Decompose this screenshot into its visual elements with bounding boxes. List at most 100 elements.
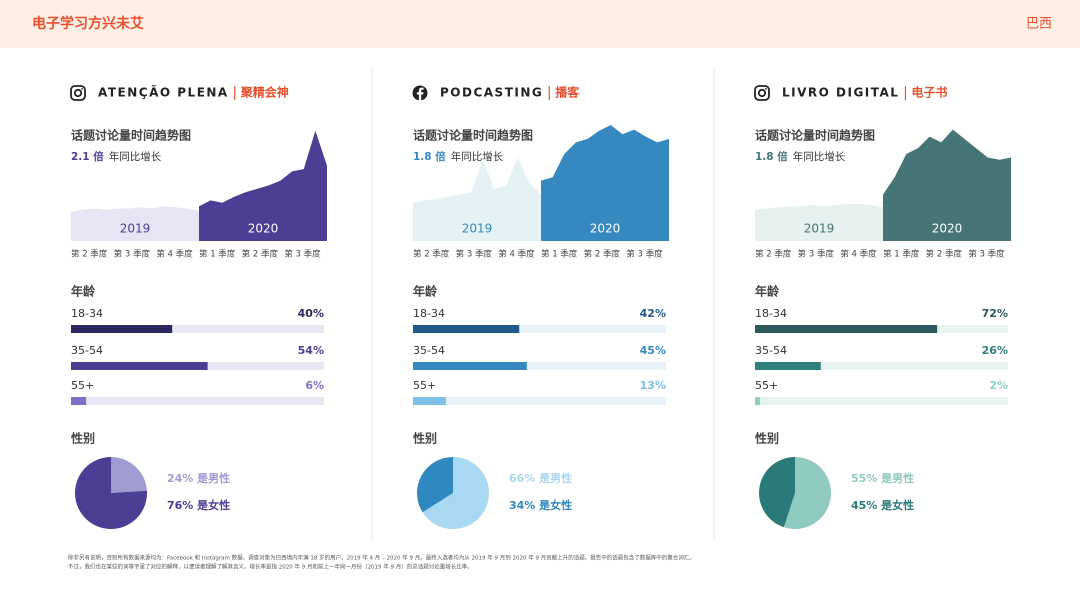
pie-label: 66% 是男性 (509, 471, 572, 485)
pie-label: 76% 是女性 (167, 498, 230, 512)
growth-label: 年同比增长 (451, 150, 504, 163)
icon-dot (765, 88, 767, 90)
value-label: 72% (982, 307, 1008, 320)
bar (413, 362, 527, 370)
header-bar (0, 0, 1080, 48)
chart-title: 话题讨论量时间趋势图 (71, 128, 191, 143)
x-tick-label: 第 4 季度 (156, 249, 193, 260)
value-label: 6% (305, 379, 324, 392)
bar-track (755, 362, 1008, 370)
x-tick-label: 第 3 季度 (798, 249, 835, 260)
x-tick-label: 第 3 季度 (114, 249, 151, 260)
value-label: 13% (640, 379, 666, 392)
panel-title-zh: 播客 (555, 85, 580, 100)
icon-frame (754, 85, 770, 101)
growth-label: 年同比增长 (793, 150, 846, 163)
category-label: 18-34 (71, 307, 103, 320)
icon-frame (70, 85, 86, 101)
value-label: 26% (982, 344, 1008, 357)
panel-title: PODCASTING (440, 86, 543, 100)
chart-title: 性别 (412, 431, 437, 446)
chart-title: 年龄 (413, 284, 438, 299)
bar-track (71, 397, 324, 405)
growth-label: 年同比增长 (109, 150, 162, 163)
area (541, 125, 669, 241)
bar (413, 397, 446, 405)
value-label: 40% (298, 307, 324, 320)
bar (413, 325, 520, 333)
pie-label: 24% 是男性 (167, 471, 230, 485)
panel-title: ATENÇÃO PLENA (98, 85, 229, 100)
area (199, 130, 327, 241)
category-label: 55+ (755, 379, 778, 392)
bar (71, 362, 208, 370)
area (413, 157, 541, 241)
value-label: 42% (640, 307, 666, 320)
growth: 1.8 倍 (413, 150, 446, 163)
bar (71, 325, 173, 333)
icon-f (416, 87, 424, 101)
value-label: 54% (298, 344, 324, 357)
pie-label: 55% 是男性 (851, 471, 914, 485)
panel-title-zh: 电子书 (911, 85, 947, 100)
chart-title: 性别 (754, 431, 779, 446)
icon-dot (81, 88, 83, 90)
year-label: 2020 (932, 222, 963, 236)
x-tick-label: 第 2 季度 (71, 249, 108, 260)
chart-title: 年龄 (755, 284, 780, 299)
x-tick-label: 第 2 季度 (413, 249, 450, 260)
area (883, 129, 1011, 241)
bar (755, 325, 938, 333)
chart-title: 性别 (70, 431, 95, 446)
bar (755, 362, 821, 370)
pie-label: 45% 是女性 (851, 498, 914, 512)
bar-track (413, 325, 666, 333)
x-tick-label: 第 3 季度 (456, 249, 493, 260)
category-label: 55+ (71, 379, 94, 392)
chart-title: 年龄 (71, 284, 96, 299)
x-tick-label: 第 1 季度 (541, 249, 578, 260)
footnote: 除非另有说明，否则所有数据来源均为：Facebook 和 Instagram 数… (68, 554, 695, 562)
footnote: 不过，我们也在某些的词等字里了对应的解释，以便读者理解了解其含义。增长率是指 2… (68, 563, 473, 571)
category-label: 18-34 (755, 307, 787, 320)
category-label: 35-54 (71, 344, 103, 357)
x-tick-label: 第 2 季度 (584, 249, 621, 260)
pie-slice (416, 457, 453, 513)
area (755, 203, 883, 241)
pie-slice (74, 457, 147, 530)
chart-title: 话题讨论量时间趋势图 (755, 128, 875, 143)
category-label: 35-54 (413, 344, 445, 357)
x-tick-label: 第 3 季度 (284, 249, 321, 260)
header-title: 电子学习方兴未艾 (32, 15, 144, 32)
pie-slice (783, 457, 831, 529)
pie-slice (759, 457, 795, 528)
bar (755, 397, 761, 405)
x-tick-label: 第 4 季度 (498, 249, 535, 260)
platform-icon (70, 85, 86, 101)
platform-icon (412, 85, 428, 101)
year-label: 2019 (462, 222, 493, 236)
x-tick-label: 第 2 季度 (242, 249, 279, 260)
panel-title-zh: 聚精会神 (240, 85, 289, 100)
bar-track (413, 362, 666, 370)
x-tick-label: 第 3 季度 (626, 249, 663, 260)
x-tick-label: 第 1 季度 (883, 249, 920, 260)
x-tick-label: 第 2 季度 (755, 249, 792, 260)
year-label: 2020 (590, 222, 621, 236)
year-label: 2019 (120, 222, 151, 236)
header-region: 巴西 (1026, 17, 1052, 32)
bar-track (755, 397, 1008, 405)
icon-lens (73, 88, 83, 98)
pie-slice (422, 457, 489, 529)
x-tick-label: 第 3 季度 (968, 249, 1005, 260)
x-tick-label: 第 1 季度 (199, 249, 236, 260)
icon-lens (757, 88, 767, 98)
category-label: 35-54 (755, 344, 787, 357)
growth: 1.8 倍 (755, 150, 788, 163)
platform-icon (754, 85, 770, 101)
x-tick-label: 第 4 季度 (840, 249, 877, 260)
pie-slice (111, 457, 147, 493)
year-label: 2019 (804, 222, 835, 236)
bar-track (71, 325, 324, 333)
